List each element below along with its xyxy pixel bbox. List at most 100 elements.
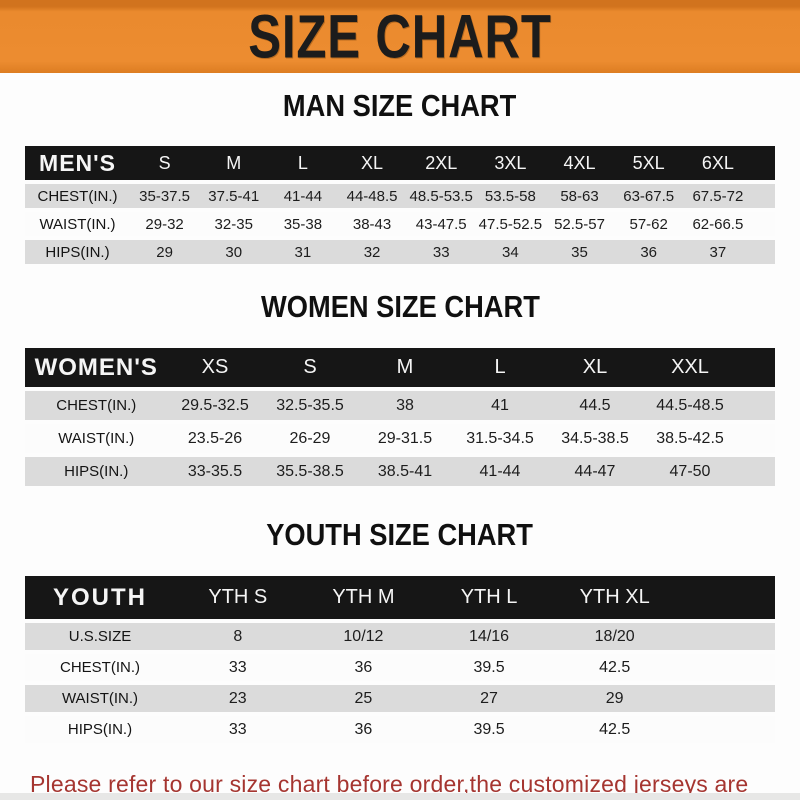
row-label: HIPS(IN.)	[25, 240, 130, 264]
cell-value: 38.5-42.5	[642, 424, 738, 453]
cell-value: 37.5-41	[199, 184, 269, 208]
footer-line-1: Please refer to our size chart before or…	[30, 771, 749, 797]
cell-value: 63-67.5	[614, 184, 684, 208]
cell-value: 34.5-38.5	[547, 424, 643, 453]
cell-value: 33	[175, 654, 301, 681]
cell-value: 62-66.5	[683, 212, 753, 236]
cell-value: 36	[300, 654, 427, 681]
column-header: S	[130, 146, 200, 180]
cell-value: 29	[551, 685, 678, 712]
row-label: HIPS(IN.)	[25, 457, 168, 486]
cell-value: 39.5	[426, 654, 552, 681]
spacer-cell	[677, 685, 775, 712]
cell-value: 29-31.5	[357, 424, 453, 453]
column-header: 4XL	[544, 146, 615, 180]
cell-value: 32	[337, 240, 407, 264]
cell-value: 29	[130, 240, 200, 264]
column-header: 5XL	[614, 146, 684, 180]
size-table: YOUTH YTH S YTH M YTH L YTH XL U.S.SIZE 8 10/1…	[25, 572, 775, 747]
cell-value: 29.5-32.5	[167, 391, 263, 420]
column-header: L	[268, 146, 338, 180]
row-label: CHEST(IN.)	[25, 184, 130, 208]
column-header: 2XL	[406, 146, 476, 180]
table-header-row: MEN'S S M L XL 2XL 3XL 4XL 5XL 6XL	[25, 146, 775, 180]
cell-value: 23	[175, 685, 301, 712]
cell-value: 41	[452, 391, 548, 420]
cell-value: 35-37.5	[130, 184, 200, 208]
cell-value: 32-35	[199, 212, 269, 236]
cell-value: 27	[426, 685, 552, 712]
column-header: YTH XL	[551, 576, 678, 619]
cell-value: 41-44	[268, 184, 338, 208]
footer-note: Please refer to our size chart before or…	[0, 770, 800, 800]
table-row: HIPS(IN.) 29 30 31 32 33 34 35 36 37	[25, 240, 775, 264]
spacer-cell	[752, 212, 775, 236]
spacer-cell	[677, 623, 775, 650]
cell-value: 48.5-53.5	[406, 184, 476, 208]
column-header: L	[452, 348, 548, 387]
cell-value: 38.5-41	[357, 457, 453, 486]
table-row: HIPS(IN.) 33 36 39.5 42.5	[25, 716, 775, 743]
cell-value: 53.5-58	[475, 184, 545, 208]
table-row: WAIST(IN.) 23.5-26 26-29 29-31.5 31.5-34.5 34…	[25, 424, 775, 453]
cell-value: 30	[199, 240, 269, 264]
column-header: XXL	[642, 348, 738, 387]
row-label: WAIST(IN.)	[25, 685, 175, 712]
cell-value: 31.5-34.5	[452, 424, 548, 453]
cell-value: 29-32	[130, 212, 200, 236]
row-label: CHEST(IN.)	[25, 654, 175, 681]
table-corner-label: YOUTH	[25, 576, 175, 619]
spacer-cell	[677, 654, 775, 681]
section-title: WOMEN SIZE CHART	[260, 289, 540, 324]
cell-value: 38-43	[337, 212, 407, 236]
row-label: WAIST(IN.)	[25, 424, 168, 453]
table-row: WAIST(IN.) 23 25 27 29	[25, 685, 775, 712]
cell-value: 35-38	[268, 212, 338, 236]
spacer-cell	[752, 146, 775, 180]
spacer-cell	[737, 391, 775, 420]
cell-value: 10/12	[300, 623, 427, 650]
cell-value: 33-35.5	[167, 457, 263, 486]
column-header: YTH M	[300, 576, 427, 619]
section-title: YOUTH SIZE CHART	[266, 517, 534, 552]
column-header: XS	[167, 348, 263, 387]
table-corner-label: MEN'S	[25, 146, 130, 180]
cell-value: 8	[175, 623, 301, 650]
spacer-cell	[752, 184, 775, 208]
table-row: CHEST(IN.) 29.5-32.5 32.5-35.5 38 41 44.5 44.5…	[25, 391, 775, 420]
table-row: U.S.SIZE 8 10/12 14/16 18/20	[25, 623, 775, 650]
cell-value: 25	[300, 685, 427, 712]
cell-value: 33	[406, 240, 476, 264]
cell-value: 23.5-26	[167, 424, 263, 453]
table-row: WAIST(IN.) 29-32 32-35 35-38 38-43 43-47.5 47.…	[25, 212, 775, 236]
cell-value: 67.5-72	[683, 184, 753, 208]
spacer-cell	[677, 716, 775, 743]
row-label: WAIST(IN.)	[25, 212, 130, 236]
row-label: HIPS(IN.)	[25, 716, 175, 743]
column-header: YTH S	[175, 576, 301, 619]
size-section: MAN SIZE CHART MEN'S S M L XL 2XL 3XL 4XL 5XL 6XL…	[0, 88, 800, 268]
cell-value: 52.5-57	[544, 212, 615, 236]
table-row: HIPS(IN.) 33-35.5 35.5-38.5 38.5-41 41-44 44-…	[25, 457, 775, 486]
cell-value: 37	[683, 240, 753, 264]
spacer-cell	[737, 424, 775, 453]
column-header: M	[357, 348, 453, 387]
table-row: CHEST(IN.) 33 36 39.5 42.5	[25, 654, 775, 681]
table-header-row: YOUTH YTH S YTH M YTH L YTH XL	[25, 576, 775, 619]
spacer-cell	[677, 576, 775, 619]
cell-value: 34	[475, 240, 545, 264]
column-header: YTH L	[426, 576, 552, 619]
bottom-strip	[0, 793, 800, 800]
column-header: S	[262, 348, 358, 387]
cell-value: 35.5-38.5	[262, 457, 358, 486]
cell-value: 35	[544, 240, 615, 264]
spacer-cell	[737, 457, 775, 486]
size-section: YOUTH SIZE CHART YOUTH YTH S YTH M YTH L YTH…	[0, 517, 800, 747]
column-header: 6XL	[683, 146, 753, 180]
cell-value: 31	[268, 240, 338, 264]
sections-container: MAN SIZE CHART MEN'S S M L XL 2XL 3XL 4XL 5XL 6XL…	[0, 88, 800, 747]
cell-value: 39.5	[426, 716, 552, 743]
cell-value: 57-62	[614, 212, 684, 236]
cell-value: 33	[175, 716, 301, 743]
